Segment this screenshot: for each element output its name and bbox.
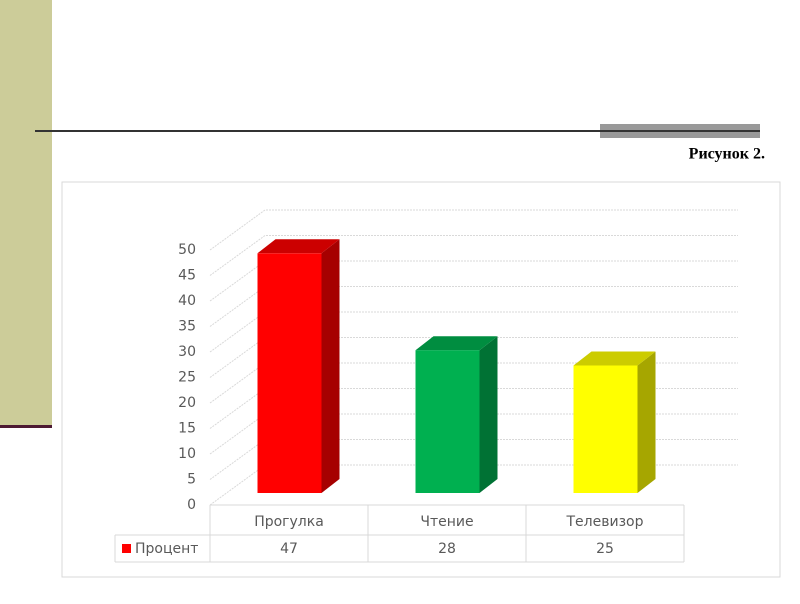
y-tick-label: 40: [178, 293, 196, 309]
grid-line: [209, 362, 738, 404]
bar-top: [415, 336, 498, 351]
y-tick-label: 30: [178, 344, 196, 360]
legend-key: [122, 544, 131, 553]
y-tick-label: 25: [178, 370, 196, 386]
y-tick-label: 5: [187, 472, 196, 488]
grid-line: [209, 337, 738, 378]
bar: [573, 365, 638, 493]
grid-line: [209, 413, 738, 455]
caption: Рисунок 2.: [689, 146, 765, 163]
grid-line: [209, 464, 738, 506]
bar-side: [637, 351, 656, 493]
y-tick-label: 45: [178, 268, 196, 284]
bar: [415, 350, 480, 493]
y-tick-label: 10: [178, 446, 196, 462]
table-value: 28: [438, 541, 456, 557]
x-tick-label: Телевизор: [566, 514, 644, 530]
bar-top: [573, 351, 656, 366]
legend-label: Процент: [135, 541, 198, 557]
y-tick-label: 50: [178, 242, 196, 258]
grid-line: [209, 286, 738, 327]
x-tick-label: Прогулка: [254, 514, 324, 530]
bar-side: [479, 336, 498, 493]
grid-line: [209, 235, 738, 276]
bar-side: [321, 239, 340, 493]
bar-top: [257, 239, 340, 254]
y-tick-label: 20: [178, 395, 196, 411]
grid-line: [209, 311, 738, 353]
y-tick-label: 15: [178, 421, 196, 437]
stripe-edge: [0, 425, 52, 428]
table-value: 47: [280, 541, 298, 557]
side-stripe: [0, 0, 52, 425]
y-tick-label: 35: [178, 319, 196, 335]
bar: [257, 253, 322, 493]
table-value: 25: [596, 541, 614, 557]
grid-line: [209, 439, 738, 480]
y-tick-label: 0: [187, 497, 196, 513]
x-tick-label: Чтение: [420, 514, 473, 530]
grid-line: [209, 260, 738, 302]
grid-line: [209, 209, 738, 251]
grid-line: [209, 388, 738, 429]
